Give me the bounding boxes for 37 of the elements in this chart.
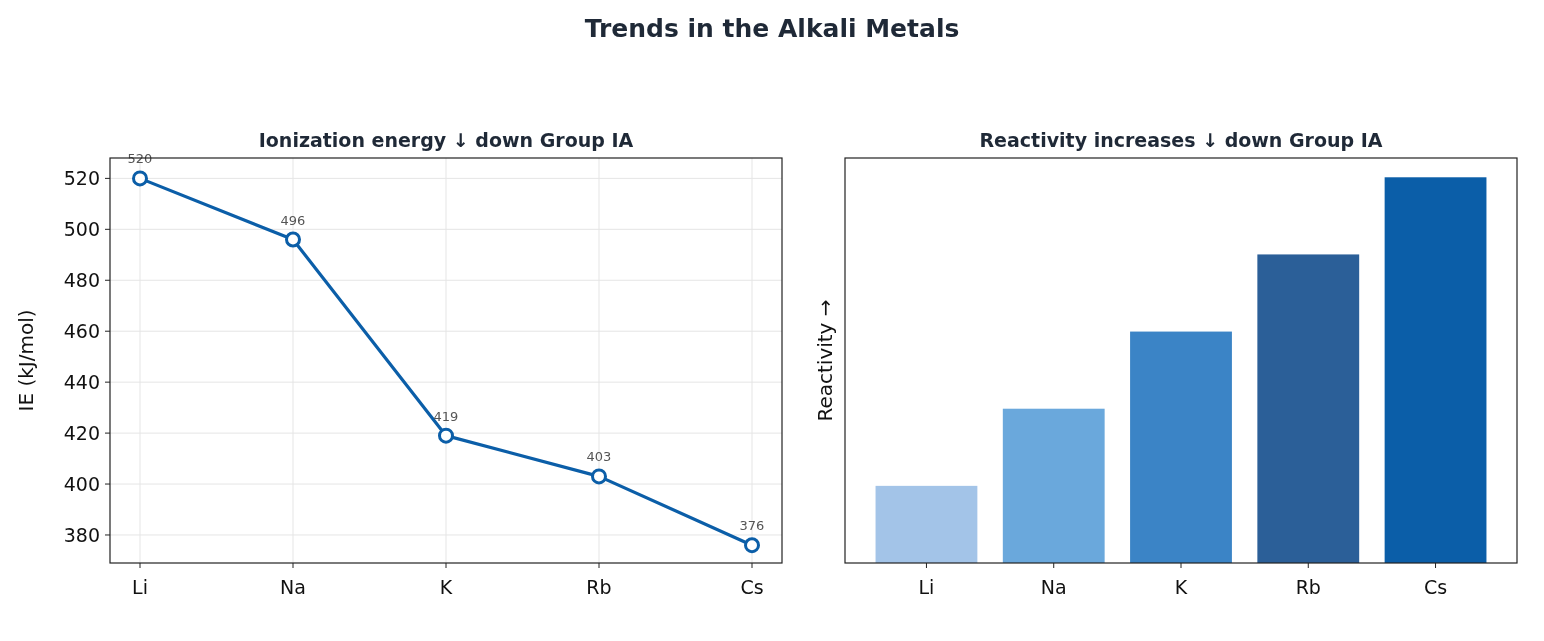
point [591, 468, 607, 485]
x-tick-label: Li [132, 576, 148, 598]
bar [1002, 408, 1105, 563]
y-tick-label: 480 [63, 269, 100, 292]
y-axis-title: Reactivity → [813, 299, 837, 422]
y-tick-label: 520 [63, 167, 100, 190]
bar [1257, 254, 1360, 563]
bar [875, 485, 978, 563]
bar [1130, 331, 1232, 563]
point [285, 231, 301, 248]
y-tick-label: 400 [63, 473, 100, 496]
point [132, 170, 148, 187]
y-axis-title: IE (kJ/mol) [14, 309, 38, 412]
chart-title: Reactivity increases ↓ down Group IA [979, 129, 1383, 151]
x-tick-label: Cs [1423, 576, 1448, 598]
data-label: 376 [739, 518, 765, 534]
x-tick-label: K [439, 576, 453, 598]
x-tick-label: Cs [740, 576, 764, 598]
point [438, 427, 454, 444]
x-tick-label: Rb [1295, 576, 1321, 598]
y-tick-label: 380 [63, 523, 100, 546]
chart-title: Ionization energy ↓ down Group IA [258, 129, 634, 151]
x-tick-label: K [1174, 576, 1188, 598]
bar [1384, 177, 1487, 563]
data-label: 419 [433, 408, 459, 424]
data-label: 496 [280, 212, 306, 228]
y-tick-label: 420 [63, 422, 100, 445]
x-tick-label: Na [1040, 576, 1067, 598]
data-label: 403 [586, 449, 612, 465]
y-tick-label: 440 [63, 371, 100, 394]
text: Trends in the Alkali Metals [584, 14, 960, 43]
x-tick-label: Rb [586, 576, 612, 598]
y-tick-label: 460 [63, 320, 100, 343]
point [744, 537, 760, 554]
x-tick-label: Na [280, 576, 306, 598]
x-tick-label: Li [918, 576, 935, 598]
y-tick-label: 500 [63, 218, 100, 241]
